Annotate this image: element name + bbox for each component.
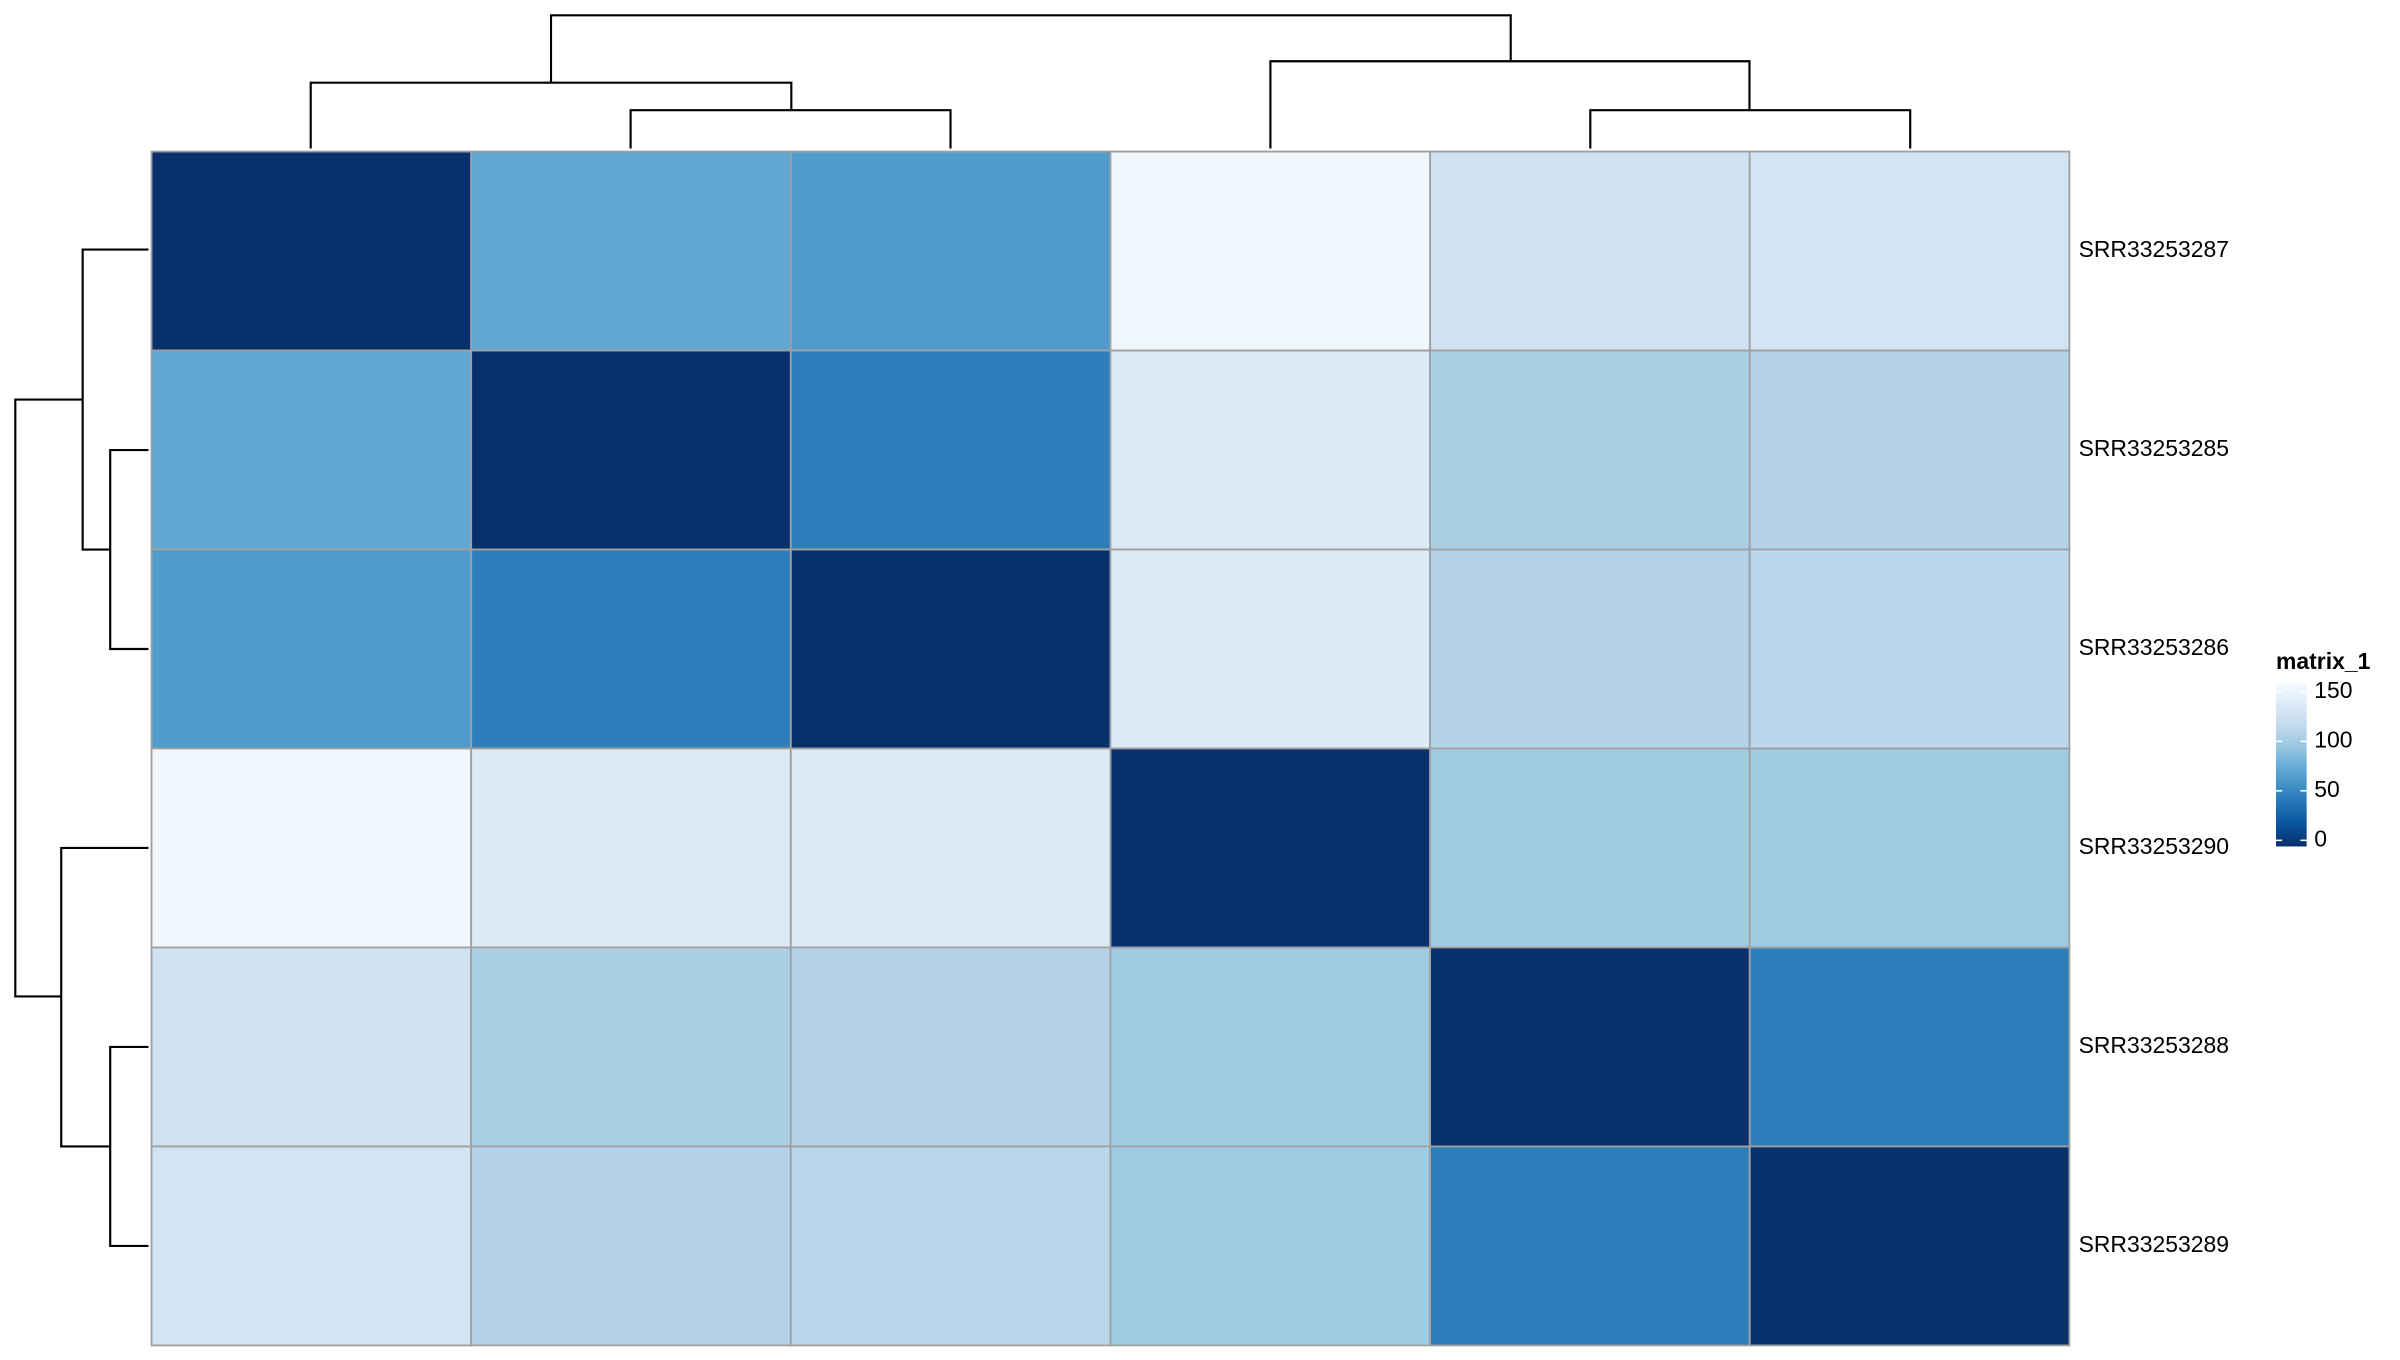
heatmap-cell [1748,747,2071,949]
heatmap-cell [150,150,473,352]
heatmap-cell [150,946,473,1148]
heatmap-cell [789,747,1112,949]
dendrogram-branch [109,448,149,651]
row-dendrogram [14,248,149,1248]
heatmap-cell [1429,1145,1751,1347]
colorbar [2276,682,2307,847]
heatmap-cell [1748,1145,2071,1347]
heatmap-cell [789,1145,1112,1347]
dendrogram-branch [109,1045,149,1248]
heatmap-cell [1748,548,2071,750]
heatmap-cell [470,1145,792,1347]
heatmap-cell [150,548,473,750]
heatmap-cell [470,150,792,352]
heatmap-cell [1748,946,2071,1148]
heatmap-cell [470,548,792,750]
row-label: SRR33253286 [2079,634,2229,660]
dendrogram-branch [60,846,149,1148]
heatmap-cell [150,1145,473,1347]
legend-tick-label: 50 [2314,776,2340,802]
heatmap-cell [150,349,473,551]
legend-title: matrix_1 [2276,648,2371,674]
heatmap-cell [1109,1145,1432,1347]
heatmap-cell [1429,150,1751,352]
heatmap-cell [1109,946,1432,1148]
heatmap-cell [1109,150,1432,352]
heatmap-cell [1109,747,1432,949]
heatmap-cell [1429,946,1751,1148]
heatmap-cell [1429,747,1751,949]
dendrogram-branch [309,81,793,149]
dendrogram-branch [629,109,952,149]
heatmap-cell [1109,548,1432,750]
dendrogram-branch [14,398,83,998]
dendrogram-branch [81,248,149,551]
row-label: SRR33253285 [2079,435,2229,461]
row-label: SRR33253290 [2079,833,2229,859]
heatmap-cell [1748,349,2071,551]
heatmap-cell [470,349,792,551]
legend-tick-label: 150 [2314,677,2352,703]
heatmap-cell [470,946,792,1148]
dendrogram-branch [1269,60,1751,149]
dendrogram-branch [549,14,1512,83]
legend-tick-label: 0 [2314,825,2327,851]
heatmap-cell [789,150,1112,352]
legend-tick-label: 100 [2314,726,2352,752]
heatmap-cell [150,747,473,949]
row-label: SRR33253287 [2079,236,2229,262]
heatmap-cell [789,946,1112,1148]
heatmap-cell [470,747,792,949]
heatmap-cell [1109,349,1432,551]
dendrogram-branch [1589,109,1912,149]
heatmap-cell [1429,349,1751,551]
heatmap-cell [789,349,1112,551]
row-label: SRR33253288 [2079,1032,2229,1058]
heatmap-cell [1748,150,2071,352]
heatmap-cell [1429,548,1751,750]
row-label: SRR33253289 [2079,1231,2229,1257]
heatmap-cell [789,548,1112,750]
column-dendrogram [309,14,1912,149]
